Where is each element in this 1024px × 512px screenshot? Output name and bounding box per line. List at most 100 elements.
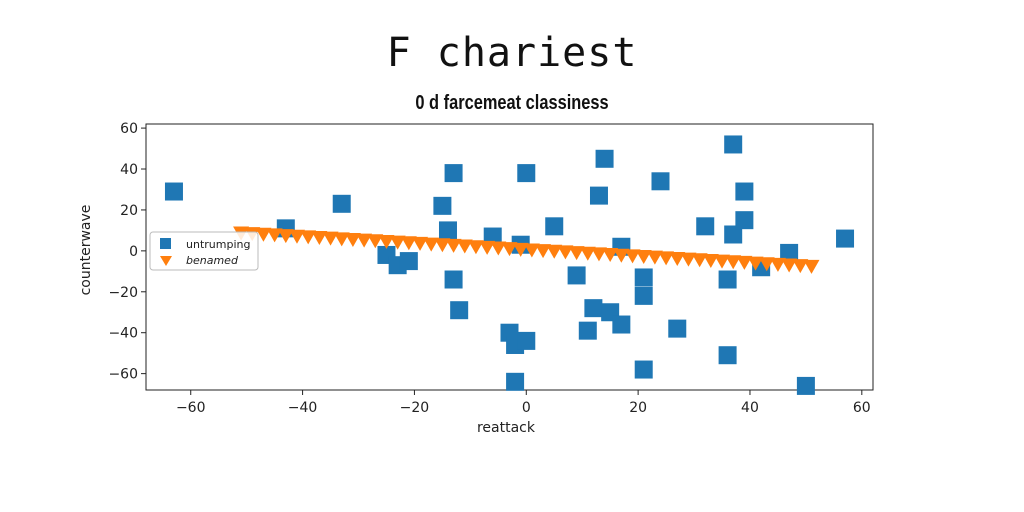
data-point-benamed [691, 253, 708, 268]
x-tick-label: 20 [629, 400, 647, 416]
x-tick-label: 40 [741, 400, 759, 416]
legend-box [149, 231, 259, 271]
data-point-untrumping [595, 149, 614, 168]
data-point-untrumping [399, 252, 418, 271]
data-point-untrumping [545, 217, 564, 236]
data-point-benamed [479, 240, 496, 255]
y-tick-label: 40 [120, 162, 138, 178]
x-tick-label: −60 [176, 400, 206, 416]
data-point-benamed [490, 241, 507, 256]
data-point-untrumping [433, 196, 452, 215]
data-point-benamed [646, 250, 663, 265]
data-point-benamed [378, 234, 395, 249]
data-point-untrumping [589, 186, 608, 205]
data-point-benamed [590, 247, 607, 262]
data-point-untrumping [696, 217, 715, 236]
data-point-benamed [613, 248, 630, 263]
legend-marker-benamed [160, 256, 172, 266]
data-point-benamed [266, 228, 283, 243]
data-point-benamed [747, 256, 764, 271]
y-tick-label: 20 [120, 203, 138, 219]
legend-label-untrumping: untrumping [186, 238, 250, 251]
data-point-benamed [344, 232, 361, 247]
data-point-benamed [423, 237, 440, 252]
data-point-untrumping [718, 270, 737, 289]
data-point-benamed [736, 255, 753, 270]
data-point-benamed [445, 238, 462, 253]
x-tick-label: 0 [522, 400, 531, 416]
data-point-untrumping [517, 164, 536, 183]
data-point-untrumping [796, 376, 815, 395]
data-point-benamed [557, 245, 574, 260]
data-point-untrumping [164, 182, 183, 201]
series-benamed [233, 226, 820, 274]
data-point-benamed [792, 259, 809, 274]
y-tick-label: −20 [108, 285, 138, 301]
data-point-untrumping [724, 225, 743, 244]
y-tick-label: −60 [108, 367, 138, 383]
data-point-untrumping [634, 286, 653, 305]
data-point-benamed [546, 244, 563, 259]
data-point-benamed [714, 254, 731, 269]
data-point-untrumping [735, 211, 754, 230]
data-point-benamed [758, 257, 775, 272]
chart-title: F chariest [386, 30, 638, 76]
data-point-benamed [635, 250, 652, 265]
data-point-benamed [658, 251, 675, 266]
y-tick-label: 0 [129, 244, 138, 260]
data-point-benamed [568, 246, 585, 261]
data-point-benamed [288, 229, 305, 244]
data-point-benamed [725, 255, 742, 270]
x-axis-label: reattack [477, 420, 536, 436]
data-point-benamed [400, 236, 417, 251]
data-point-untrumping [724, 135, 743, 154]
data-point-benamed [300, 230, 317, 245]
legend-label-benamed: benamed [186, 254, 239, 267]
data-point-benamed [702, 253, 719, 268]
legend: untrumping benamed [149, 231, 259, 271]
y-axis-label: counterwave [78, 205, 94, 296]
y-axis: −60 −40 −20 0 20 40 60 [108, 121, 146, 383]
data-point-untrumping [444, 270, 463, 289]
data-point-untrumping [506, 372, 525, 391]
data-point-untrumping [718, 346, 737, 365]
data-point-benamed [322, 231, 339, 246]
x-tick-label: −20 [400, 400, 430, 416]
data-point-benamed [624, 249, 641, 264]
x-tick-label: −40 [288, 400, 318, 416]
data-point-untrumping [634, 268, 653, 287]
plot-area: −60 −40 −20 0 20 40 60 −60 −40 −20 0 20 40 60 [108, 121, 874, 416]
data-point-untrumping [584, 299, 603, 318]
data-point-benamed [456, 239, 473, 254]
data-point-untrumping [578, 321, 597, 340]
data-point-untrumping [836, 229, 855, 248]
data-point-benamed [803, 259, 820, 274]
data-point-benamed [356, 233, 373, 248]
data-point-benamed [579, 246, 596, 261]
data-point-benamed [781, 258, 798, 273]
series-untrumping [164, 135, 855, 395]
data-point-untrumping [612, 315, 631, 334]
data-point-untrumping [450, 301, 469, 320]
data-point-untrumping [517, 331, 536, 350]
data-point-benamed [367, 234, 384, 249]
data-point-untrumping [651, 172, 670, 191]
data-point-untrumping [780, 243, 799, 262]
data-point-untrumping [444, 164, 463, 183]
y-tick-label: −40 [108, 326, 138, 342]
data-point-benamed [467, 240, 484, 255]
data-point-benamed [769, 257, 786, 272]
data-point-benamed [389, 235, 406, 250]
data-point-benamed [669, 251, 686, 266]
data-point-benamed [333, 232, 350, 247]
data-point-benamed [255, 227, 272, 242]
data-point-benamed [277, 229, 294, 244]
data-point-benamed [523, 243, 540, 258]
x-tick-label: 60 [853, 400, 871, 416]
data-point-benamed [680, 252, 697, 267]
x-axis: −60 −40 −20 0 20 40 60 [176, 390, 871, 416]
data-point-benamed [602, 248, 619, 263]
data-point-benamed [535, 244, 552, 259]
data-point-benamed [412, 236, 429, 251]
